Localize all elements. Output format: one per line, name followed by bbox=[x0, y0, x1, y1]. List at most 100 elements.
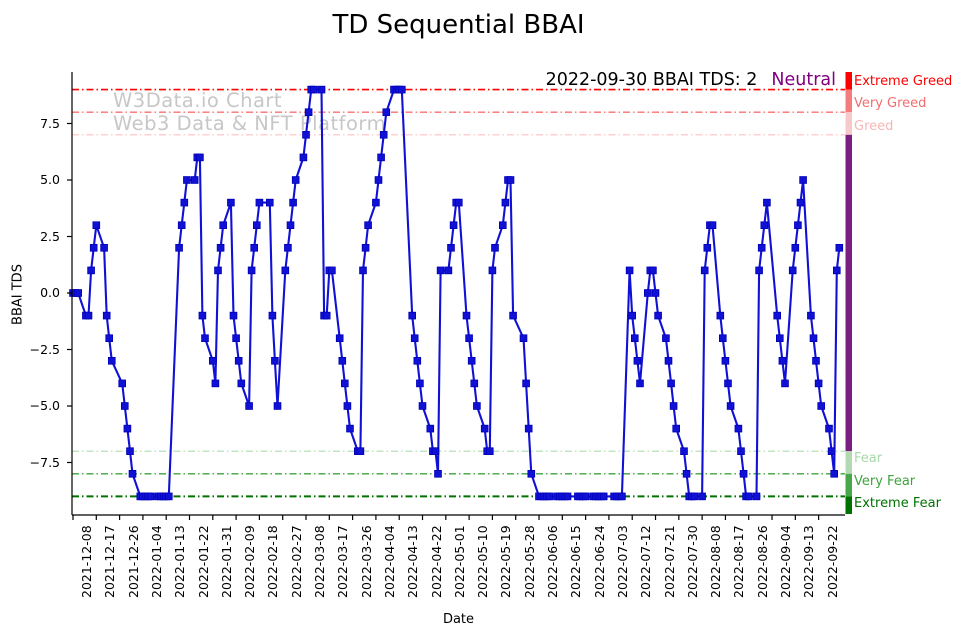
y-tick-label: 0.0 bbox=[40, 285, 60, 300]
data-point-marker bbox=[374, 176, 383, 184]
data-point-marker bbox=[581, 492, 590, 501]
zone-label-very-fear: Very Fear bbox=[854, 473, 916, 489]
x-tick-label: 2022-06-24 bbox=[591, 525, 607, 598]
data-point-marker bbox=[788, 266, 797, 275]
x-tick-label: 2022-05-01 bbox=[451, 525, 467, 598]
data-point-marker bbox=[669, 402, 678, 410]
data-point-marker bbox=[359, 266, 367, 275]
data-point-marker bbox=[237, 379, 246, 388]
x-tick-label: 2021-12-17 bbox=[102, 525, 118, 598]
data-point-marker bbox=[87, 266, 95, 275]
data-point-marker bbox=[102, 311, 111, 320]
x-tick-label: 2022-06-15 bbox=[568, 525, 584, 598]
data-point-marker bbox=[121, 402, 129, 410]
data-point-marker bbox=[245, 402, 253, 410]
data-point-marker bbox=[309, 85, 318, 94]
data-point-marker bbox=[92, 221, 101, 230]
data-point-marker bbox=[250, 243, 259, 252]
data-point-marker bbox=[791, 243, 800, 252]
data-point-marker bbox=[431, 447, 440, 455]
data-point-marker bbox=[625, 266, 634, 275]
x-tick-label: 2022-08-17 bbox=[731, 525, 747, 598]
data-point-marker bbox=[654, 311, 662, 320]
sentiment-colorbar-segment bbox=[845, 89, 852, 113]
data-point-marker bbox=[265, 198, 274, 207]
data-point-marker bbox=[286, 221, 295, 230]
data-point-marker bbox=[465, 334, 473, 342]
data-point-marker bbox=[814, 379, 823, 388]
data-point-marker bbox=[563, 492, 572, 501]
data-point-marker bbox=[708, 221, 717, 230]
data-point-marker bbox=[338, 356, 347, 365]
sentiment-colorbar-segment bbox=[845, 451, 852, 474]
data-point-marker bbox=[291, 176, 300, 184]
data-point-marker bbox=[721, 356, 730, 365]
data-point-marker bbox=[211, 379, 220, 388]
y-tick-label: 2.5 bbox=[40, 228, 60, 244]
data-point-marker bbox=[252, 221, 261, 230]
data-point-marker bbox=[426, 424, 435, 433]
data-point-marker bbox=[397, 85, 406, 94]
y-tick-label: 5.0 bbox=[40, 172, 60, 187]
data-point-marker bbox=[74, 289, 83, 297]
data-point-marker bbox=[408, 311, 416, 320]
x-tick-label: 2022-09-13 bbox=[801, 525, 817, 598]
data-point-marker bbox=[449, 221, 458, 230]
data-point-marker bbox=[89, 243, 98, 252]
data-point-marker bbox=[812, 356, 820, 365]
sentiment-colorbar-segment bbox=[845, 473, 852, 497]
data-point-marker bbox=[498, 221, 507, 230]
sentiment-colorbar-segment bbox=[845, 496, 852, 514]
data-point-marker bbox=[444, 266, 453, 275]
x-tick-label: 2022-01-31 bbox=[218, 525, 234, 598]
data-point-marker bbox=[118, 379, 127, 388]
data-point-marker bbox=[268, 311, 277, 320]
data-point-marker bbox=[379, 130, 388, 139]
data-point-marker bbox=[328, 266, 336, 275]
data-point-marker bbox=[196, 153, 204, 162]
x-tick-label: 2022-07-12 bbox=[638, 525, 654, 598]
data-point-marker bbox=[410, 334, 419, 342]
data-point-marker bbox=[827, 447, 836, 455]
data-point-marker bbox=[809, 334, 818, 342]
data-point-marker bbox=[219, 221, 228, 230]
data-point-marker bbox=[631, 334, 639, 342]
sentiment-status: Neutral bbox=[771, 70, 836, 90]
data-point-marker bbox=[633, 356, 642, 365]
data-point-marker bbox=[776, 334, 784, 342]
data-point-marker bbox=[84, 311, 93, 320]
data-point-marker bbox=[488, 266, 497, 275]
x-tick-label: 2022-02-09 bbox=[242, 525, 258, 598]
data-point-marker bbox=[651, 289, 660, 297]
data-point-marker bbox=[522, 379, 530, 388]
data-point-marker bbox=[739, 469, 748, 478]
data-point-marker bbox=[726, 402, 735, 410]
data-point-marker bbox=[628, 311, 636, 320]
x-tick-label: 2022-08-26 bbox=[754, 525, 770, 598]
y-tick-label: −2.5 bbox=[29, 341, 60, 357]
data-point-marker bbox=[382, 108, 391, 117]
data-point-marker bbox=[418, 402, 427, 410]
x-tick-label: 2022-07-21 bbox=[661, 525, 677, 598]
data-point-marker bbox=[284, 243, 292, 252]
data-point-marker bbox=[672, 424, 680, 433]
data-point-marker bbox=[146, 492, 155, 501]
data-point-marker bbox=[361, 243, 370, 252]
data-point-marker bbox=[436, 266, 445, 275]
data-point-marker bbox=[491, 243, 499, 252]
data-point-marker bbox=[618, 492, 626, 501]
data-point-marker bbox=[690, 492, 699, 501]
data-point-marker bbox=[664, 356, 673, 365]
data-point-marker bbox=[208, 356, 217, 365]
data-point-marker bbox=[462, 311, 471, 320]
data-point-marker bbox=[734, 424, 743, 433]
sentiment-colorbar-segment bbox=[845, 134, 852, 452]
data-point-marker bbox=[703, 243, 712, 252]
x-tick-label: 2022-01-04 bbox=[148, 525, 164, 598]
data-point-marker bbox=[304, 108, 313, 117]
data-point-marker bbox=[447, 243, 455, 252]
data-point-marker bbox=[636, 379, 644, 388]
data-point-marker bbox=[335, 334, 344, 342]
x-tick-label: 2022-05-10 bbox=[475, 525, 491, 598]
